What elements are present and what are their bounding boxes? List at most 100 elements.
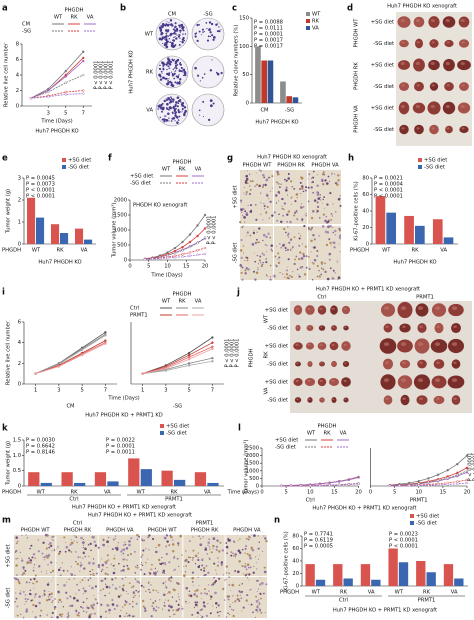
legend-swatch [306, 26, 310, 30]
colony [163, 24, 166, 27]
texture [22, 590, 25, 593]
point [173, 251, 177, 255]
texture [117, 542, 119, 544]
colony [160, 33, 163, 36]
colony [173, 72, 176, 75]
texture [265, 258, 268, 260]
point [211, 341, 214, 344]
texture [28, 557, 31, 560]
tumor [448, 303, 464, 317]
x-tick-label: 3 [47, 111, 50, 117]
texture [93, 594, 95, 597]
colony [165, 34, 168, 37]
texture [215, 607, 218, 609]
texture [126, 567, 130, 571]
point [187, 362, 191, 365]
texture [172, 556, 176, 559]
colony [183, 74, 185, 77]
texture [92, 603, 95, 607]
texture [82, 593, 85, 595]
texture [282, 214, 285, 217]
colony [174, 120, 176, 122]
texture [269, 236, 272, 238]
texture [73, 540, 75, 542]
tumor-highlight [307, 307, 311, 310]
colony [168, 72, 171, 75]
p-value: P < 0.0001 [225, 339, 231, 368]
tumor [412, 102, 426, 114]
texture [130, 537, 133, 540]
tumor [433, 359, 445, 369]
texture [285, 249, 287, 252]
texture [77, 556, 80, 559]
texture [260, 582, 264, 585]
texture [167, 592, 169, 594]
series-line [35, 340, 106, 375]
texture [312, 262, 315, 265]
texture [337, 174, 340, 177]
texture [193, 593, 196, 596]
texture [38, 601, 41, 605]
point [173, 256, 177, 259]
texture [203, 574, 206, 577]
texture [94, 585, 97, 588]
texture [92, 558, 95, 560]
texture [147, 536, 149, 539]
texture [258, 184, 261, 188]
tumor [458, 39, 470, 48]
tumor [428, 16, 440, 28]
tumor-highlight [400, 378, 407, 382]
texture [267, 232, 270, 235]
texture [223, 599, 226, 601]
texture [50, 571, 52, 574]
point [299, 484, 302, 487]
texture [34, 604, 38, 608]
texture [143, 573, 146, 576]
texture [185, 565, 188, 567]
colony [164, 115, 166, 117]
texture [63, 584, 66, 587]
texture [49, 541, 52, 545]
texture [111, 584, 114, 586]
texture [256, 590, 258, 593]
tumor-highlight [308, 398, 311, 400]
texture [177, 542, 180, 545]
texture [316, 211, 318, 214]
point [82, 56, 85, 60]
colony [209, 27, 211, 30]
x-tick-label: 7 [104, 388, 107, 394]
bar [194, 472, 207, 486]
panel-letter: m [2, 516, 11, 526]
x-tick-label: 3 [164, 388, 167, 394]
tumor [444, 39, 454, 48]
tumor-highlight [451, 342, 458, 346]
bar [255, 46, 261, 103]
texture [125, 590, 127, 592]
texture [87, 606, 90, 610]
texture [308, 267, 311, 270]
tumor-highlight [344, 398, 347, 400]
footer: Huh7 PHGDH KO + PRMT1 KD [85, 413, 163, 419]
texture [145, 548, 147, 550]
texture [163, 536, 165, 538]
legend-swatch [160, 431, 164, 435]
texture [115, 604, 119, 608]
texture [301, 187, 304, 190]
x-tick-label: 5 [187, 388, 190, 394]
texture [173, 555, 175, 557]
colony [162, 63, 164, 65]
texture [29, 547, 31, 550]
point [64, 93, 67, 96]
texture [51, 580, 53, 582]
x-row-label: PHGDH [2, 490, 21, 496]
texture [234, 570, 237, 572]
texture [316, 193, 320, 196]
texture [325, 215, 328, 218]
column-label: PHGDH VA [233, 528, 261, 534]
legend-label: PRMT1 [130, 313, 148, 319]
texture [140, 568, 142, 571]
panel-letter: d [347, 4, 353, 14]
p-value: P = 0.0088 [254, 20, 283, 26]
texture [133, 550, 136, 553]
legend-swatch [306, 19, 310, 23]
